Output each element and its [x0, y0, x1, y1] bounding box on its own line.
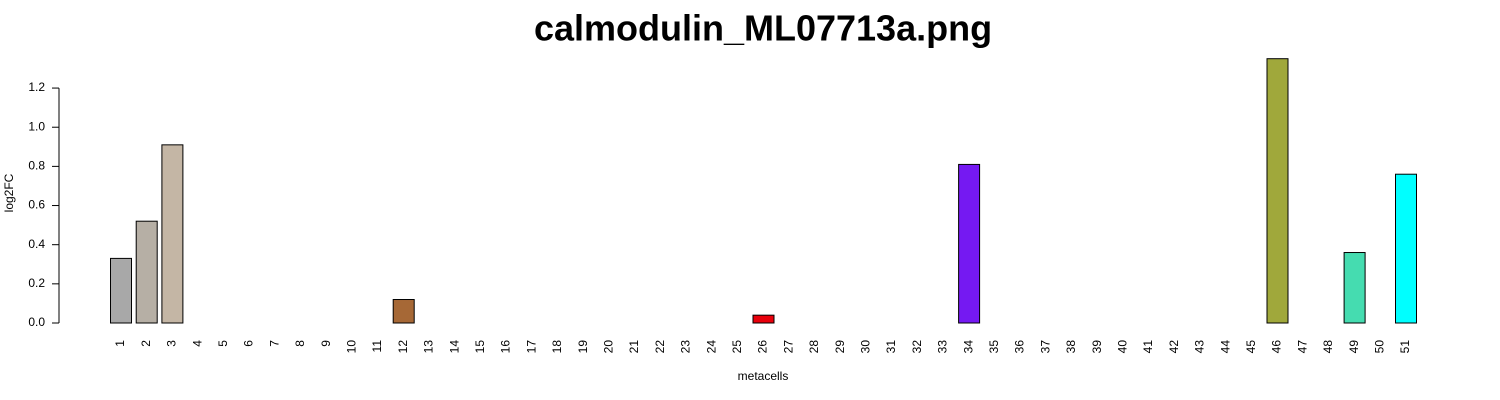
- x-tick-label: 20: [601, 340, 615, 354]
- x-tick-label: 34: [961, 340, 975, 354]
- x-tick-label: 32: [910, 340, 924, 354]
- x-tick-label: 6: [242, 340, 256, 347]
- bar: [1266, 58, 1289, 324]
- x-tick-label: 39: [1090, 340, 1104, 354]
- x-tick-label: 31: [884, 340, 898, 354]
- x-tick-label: 18: [550, 340, 564, 354]
- bar: [958, 163, 981, 324]
- x-tick-label: 13: [422, 340, 436, 354]
- bar: [110, 257, 132, 324]
- x-tick-label: 9: [319, 340, 333, 347]
- x-tick-label: 36: [1013, 340, 1027, 354]
- x-tick-label: 11: [370, 340, 384, 353]
- x-tick-label: 3: [165, 340, 179, 347]
- x-tick-label: 28: [807, 340, 821, 354]
- x-tick-label: 26: [756, 340, 770, 354]
- x-tick-label: 50: [1372, 340, 1386, 354]
- x-tick-label: 24: [704, 340, 718, 354]
- x-tick-label: 51: [1398, 340, 1412, 354]
- x-tick-label: 2: [139, 340, 153, 347]
- x-tick-label: 47: [1295, 340, 1309, 354]
- x-tick-label: 37: [1038, 340, 1052, 354]
- x-tick-label: 7: [267, 340, 281, 347]
- x-tick-label: 4: [190, 340, 204, 347]
- x-tick-label: 43: [1193, 340, 1207, 354]
- x-tick-label: 38: [1064, 340, 1078, 354]
- bar: [392, 299, 415, 324]
- bar: [1343, 252, 1366, 324]
- x-tick-label: 44: [1218, 340, 1232, 354]
- x-tick-label: 30: [858, 340, 872, 354]
- x-tick-label: 29: [833, 340, 847, 354]
- x-tick-label: 22: [653, 340, 667, 354]
- x-tick-label: 14: [447, 340, 461, 354]
- y-tick-label: 0.6: [28, 198, 45, 212]
- x-tick-label: 45: [1244, 340, 1258, 354]
- x-tick-label: 33: [936, 340, 950, 354]
- x-tick-label: 19: [576, 340, 590, 354]
- x-tick-label: 27: [781, 340, 795, 354]
- chart-title: calmodulin_ML07713a.png: [534, 8, 992, 49]
- bar: [1395, 173, 1417, 324]
- y-tick-label: 0.2: [28, 276, 45, 290]
- x-tick-label: 12: [396, 340, 410, 354]
- x-tick-label: 49: [1347, 340, 1361, 354]
- bar: [161, 144, 184, 324]
- x-tick-label: 23: [679, 340, 693, 354]
- y-tick-label: 0.4: [28, 237, 45, 251]
- x-tick-label: 40: [1115, 340, 1129, 354]
- x-tick-label: 21: [627, 340, 641, 354]
- x-tick-label: 15: [473, 340, 487, 354]
- x-tick-label: 16: [499, 340, 513, 354]
- x-tick-label: 25: [730, 340, 744, 354]
- bar: [135, 220, 158, 324]
- y-tick-label: 1.2: [28, 80, 45, 94]
- x-axis-label: metacells: [738, 369, 789, 383]
- x-tick-label: 35: [987, 340, 1001, 354]
- x-tick-label: 17: [524, 340, 538, 354]
- x-tick-label: 8: [293, 340, 307, 347]
- x-tick-label: 42: [1167, 340, 1181, 354]
- x-tick-label: 1: [113, 340, 127, 347]
- x-tick-label: 48: [1321, 340, 1335, 354]
- x-tick-label: 46: [1270, 340, 1284, 354]
- bar: [752, 314, 775, 324]
- y-tick-label: 1.0: [28, 119, 45, 133]
- x-tick-label: 10: [344, 340, 358, 354]
- y-tick-label: 0.8: [28, 159, 45, 173]
- y-tick-label: 0.0: [28, 315, 45, 329]
- y-axis-label: log2FC: [2, 173, 16, 212]
- x-tick-label: 41: [1141, 340, 1155, 354]
- x-tick-label: 5: [216, 340, 230, 347]
